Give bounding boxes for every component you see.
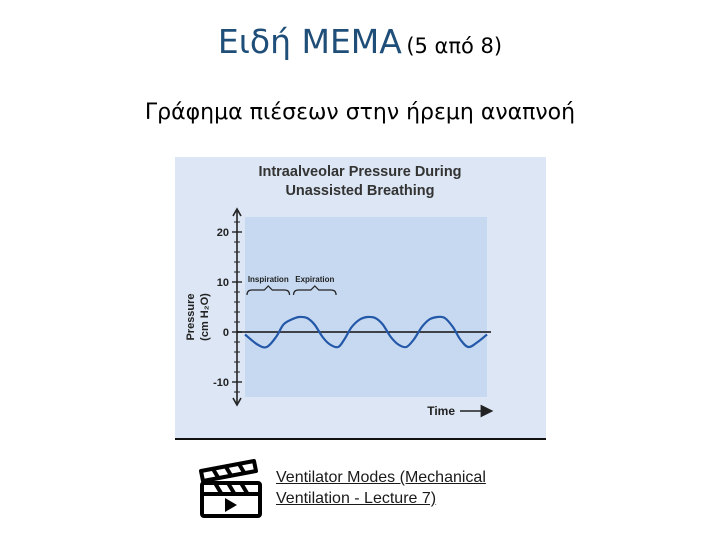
chart-title-line-2: Unassisted Breathing — [285, 183, 434, 199]
y-axis-label: Pressure (cm H₂O) — [185, 293, 211, 341]
phase-label: Expiration — [295, 275, 334, 284]
chart-bottom-border — [175, 438, 546, 440]
play-icon — [225, 498, 237, 512]
slide-subtitle: Γράφημα πιέσεων στην ήρεμη αναπνοή — [144, 100, 576, 125]
phase-label: Inspiration — [248, 275, 289, 284]
video-link-line-2[interactable]: Ventilation - Lecture 7) — [276, 490, 437, 507]
clapperboard-play-icon[interactable] — [197, 459, 264, 519]
y-tick-label: -10 — [213, 377, 229, 389]
title-main: Ειδή ΜΕΜΑ — [217, 22, 402, 61]
phase-brace — [292, 285, 337, 296]
y-tick-label: 10 — [217, 277, 229, 289]
slide-title: Ειδή ΜΕΜΑ (5 από 8) — [0, 22, 720, 61]
y-tick-label: 20 — [217, 227, 229, 239]
y-axis-unit: (cm H₂O) — [199, 293, 211, 341]
pressure-chart: Intraalveolar Pressure During Unassisted… — [175, 157, 546, 440]
title-counter: (5 από 8) — [406, 34, 503, 58]
pressure-curve — [244, 315, 488, 349]
chart-title-line-1: Intraalveolar Pressure During — [258, 164, 461, 180]
y-tick-label: 0 — [223, 327, 229, 339]
video-link-line-1[interactable]: Ventilator Modes (Mechanical — [276, 469, 486, 486]
phase-markers: Inspiration Expiration — [246, 275, 337, 296]
plot-area — [245, 217, 487, 397]
video-link[interactable]: Ventilator Modes (Mechanical Ventilation… — [276, 467, 536, 509]
y-axis-title: Pressure — [185, 293, 197, 340]
chart-svg: Intraalveolar Pressure During Unassisted… — [175, 157, 546, 440]
phase-brace — [246, 285, 291, 296]
x-axis-title: Time — [427, 404, 455, 418]
